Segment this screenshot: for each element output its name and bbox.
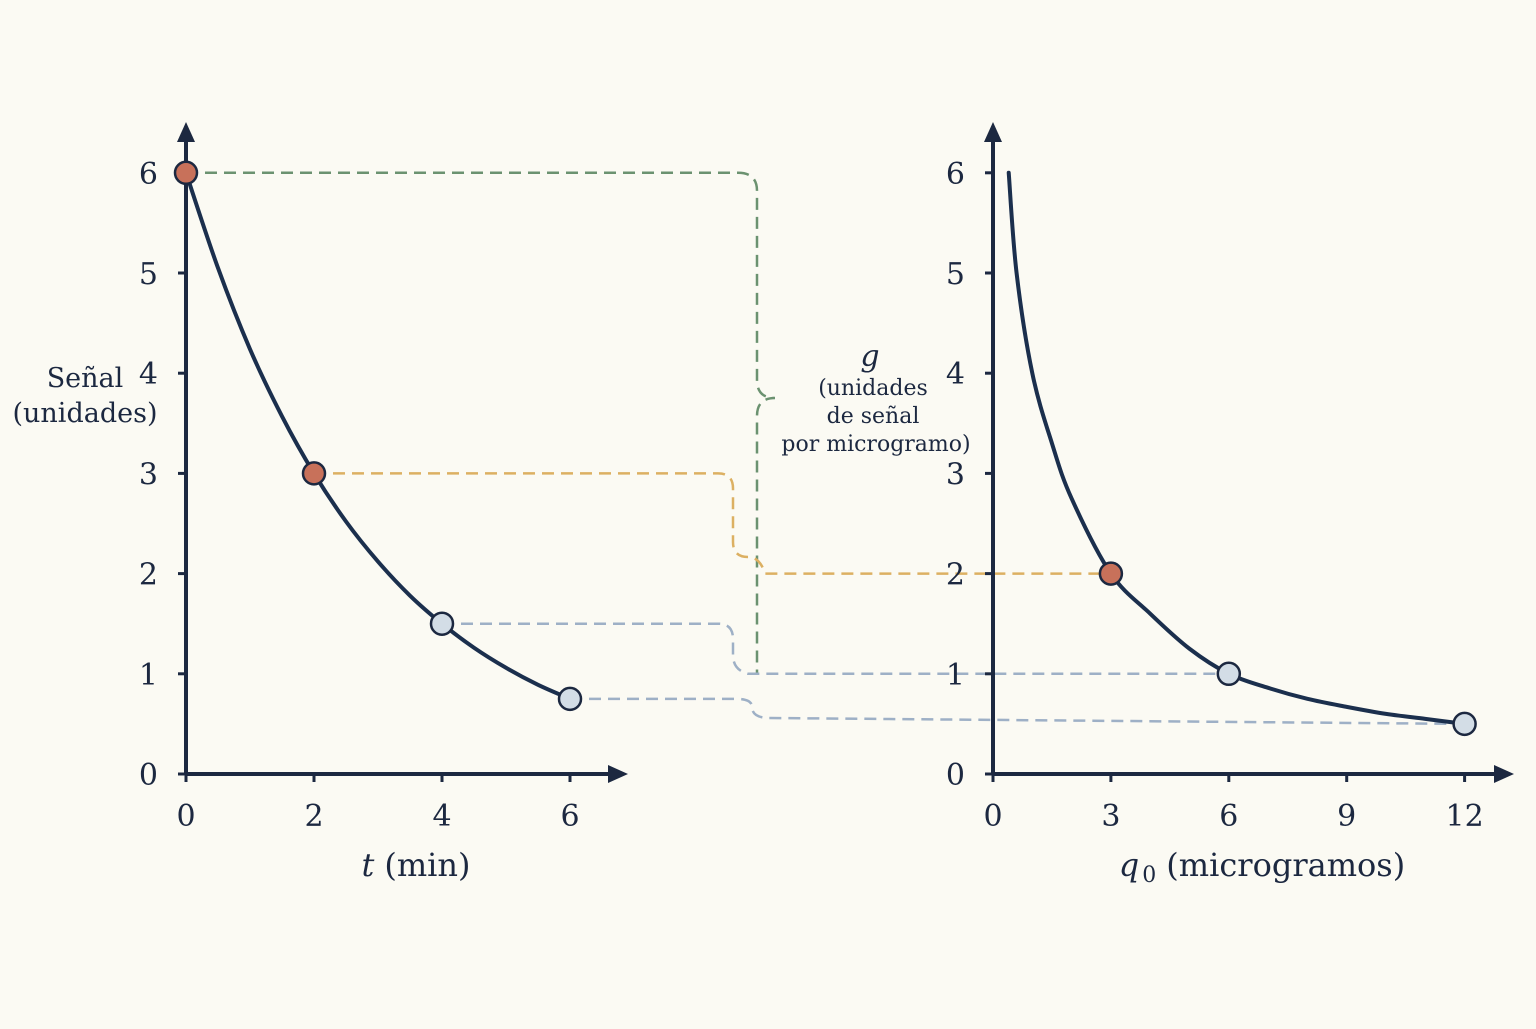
right-x-tick-label: 3 (1101, 799, 1120, 834)
orange-guide (314, 472, 1111, 575)
right-x-tick-label: 12 (1446, 799, 1484, 834)
left-x-axis-arrow (608, 765, 628, 783)
blue-guide-1 (442, 622, 1229, 676)
right-x-unit: (microgramos) (1166, 846, 1405, 884)
left-y-tick-label: 5 (139, 257, 158, 292)
left-y-label-line1: Señal (47, 363, 124, 394)
right-y-tick-label: 2 (946, 558, 965, 593)
green-guide (186, 171, 776, 674)
left-highlight-point (301, 461, 327, 486)
right-y-tick-label: 4 (946, 357, 965, 392)
left-y-tick-label: 1 (139, 658, 158, 693)
left-x-tick-label: 6 (560, 799, 579, 834)
right-x-tick-label: 0 (983, 799, 1002, 834)
right-curve (1006, 170, 1467, 726)
g-label-line2: de señal (827, 404, 920, 429)
left-data-point (557, 686, 583, 712)
left-x-tick-label: 0 (176, 799, 195, 834)
right-y-tick-label: 6 (946, 157, 965, 192)
right-x-tick-label: 9 (1337, 799, 1356, 834)
right-x-axis-arrow (1494, 765, 1514, 783)
right-y-tick-label: 3 (946, 457, 965, 492)
left-chart: 0 2 4 6 0 1 2 3 4 5 6 (139, 122, 628, 834)
left-y-tick-label: 6 (139, 157, 158, 192)
g-symbol: g (860, 339, 879, 374)
right-x-axis-title: q 0 (microgramos) (1119, 846, 1405, 888)
g-label-line3: por microgramo) (781, 432, 970, 457)
left-x-unit: (min) (384, 846, 470, 884)
left-y-tick-label: 4 (139, 357, 158, 392)
left-x-axis-title: t (min) (361, 846, 470, 884)
right-data-point (1216, 661, 1242, 687)
g-label-line1: (unidades (818, 376, 928, 401)
right-x-subscript: 0 (1142, 863, 1156, 888)
right-y-tick-label: 1 (946, 658, 965, 693)
left-x-tick-label: 2 (304, 799, 323, 834)
left-y-label-line2: (unidades) (13, 398, 158, 429)
right-y-tick-label: 0 (946, 758, 965, 793)
right-data-point (1452, 711, 1477, 737)
right-y-axis-arrow (984, 122, 1002, 142)
right-x-symbol: q (1119, 846, 1139, 884)
guide-lines (186, 171, 1465, 726)
left-curve (184, 170, 572, 701)
left-x-symbol: t (361, 846, 374, 884)
left-highlight-point (173, 160, 199, 186)
left-y-tick-label: 0 (139, 758, 158, 793)
left-data-point (429, 611, 455, 636)
right-y-tick-label: 5 (946, 257, 965, 292)
right-x-tick-label: 6 (1219, 799, 1238, 834)
left-y-axis-arrow (177, 122, 195, 142)
right-highlight-point (1098, 561, 1124, 586)
blue-guide-2 (570, 697, 1465, 726)
left-y-tick-label: 2 (139, 558, 158, 593)
left-y-tick-label: 3 (139, 457, 158, 492)
left-x-tick-label: 4 (432, 799, 451, 834)
